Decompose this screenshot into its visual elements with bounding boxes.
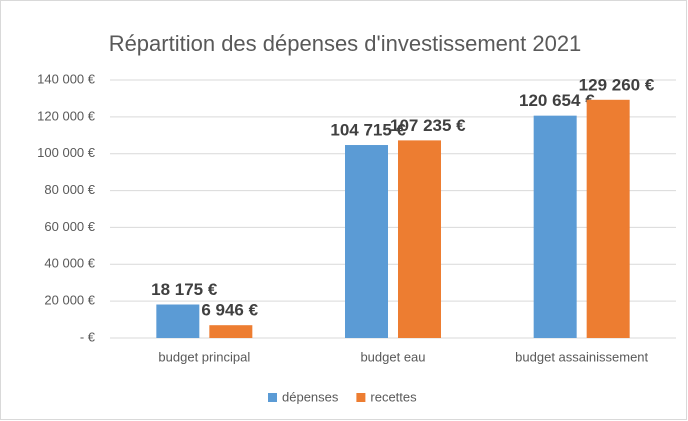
legend-label: recettes [370, 389, 417, 404]
bar [398, 140, 441, 338]
y-tick-label: 140 000 € [37, 71, 96, 86]
legend-label: dépenses [282, 389, 339, 404]
y-tick-label: - € [80, 329, 96, 344]
x-tick-label: budget principal [158, 349, 250, 364]
y-tick-label: 100 000 € [37, 145, 96, 160]
data-label: 120 654 € [519, 91, 595, 110]
y-tick-label: 60 000 € [44, 219, 95, 234]
data-label: 104 715 € [330, 121, 406, 140]
chart-title: Répartition des dépenses d'investissemen… [109, 31, 582, 56]
bar [209, 325, 253, 338]
y-tick-label: 20 000 € [44, 293, 95, 308]
bar [533, 115, 577, 338]
legend-swatch [356, 393, 366, 402]
data-label: 129 260 € [579, 75, 655, 94]
bar [586, 99, 630, 338]
legend-swatch [268, 393, 277, 402]
x-tick-label: budget assainissement [515, 349, 648, 364]
data-label: 107 235 € [390, 116, 466, 135]
data-label: 6 946 € [201, 301, 258, 320]
bar [345, 145, 388, 338]
y-tick-label: 120 000 € [37, 108, 96, 123]
bar [156, 304, 200, 338]
y-tick-label: 40 000 € [44, 256, 95, 271]
y-tick-label: 80 000 € [44, 182, 95, 197]
x-tick-label: budget eau [360, 349, 425, 364]
data-label: 18 175 € [151, 280, 218, 299]
